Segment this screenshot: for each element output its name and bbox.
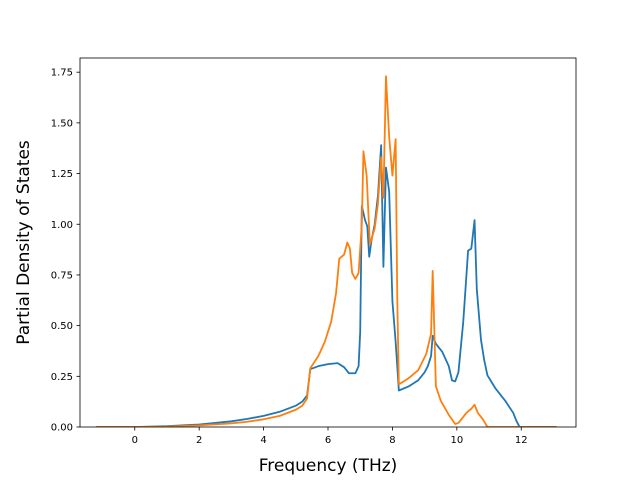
plot-area: [96, 75, 557, 427]
x-tick-label: 8: [389, 435, 395, 446]
x-tick-label: 4: [260, 435, 266, 446]
y-tick-label: 0.00: [51, 423, 73, 434]
y-axis-label: Partial Density of States: [14, 140, 34, 345]
y-tick-label: 0.50: [51, 321, 73, 332]
series-line-1: [96, 144, 557, 427]
y-tick-label: 1.00: [51, 220, 73, 231]
x-tick-label: 2: [196, 435, 202, 446]
x-axis-label: Frequency (THz): [259, 456, 398, 476]
x-tick-label: 0: [132, 435, 138, 446]
y-tick-label: 1.25: [51, 169, 73, 180]
series-line-2: [96, 75, 557, 427]
y-tick-label: 1.50: [51, 118, 73, 129]
y-tick-label: 0.25: [51, 372, 73, 383]
y-tick-label: 1.75: [51, 68, 73, 79]
y-tick-label: 0.75: [51, 270, 73, 281]
x-tick-label: 6: [325, 435, 331, 446]
x-tick-label: 10: [450, 435, 463, 446]
y-axis-ticks: 0.00 0.25 0.50 0.75 1.00 1.25 1.50 1.75: [51, 68, 80, 434]
axes-frame: [79, 57, 577, 428]
x-axis-ticks: 0 2 4 6 8 10 12: [132, 427, 528, 446]
x-tick-label: 12: [515, 435, 528, 446]
